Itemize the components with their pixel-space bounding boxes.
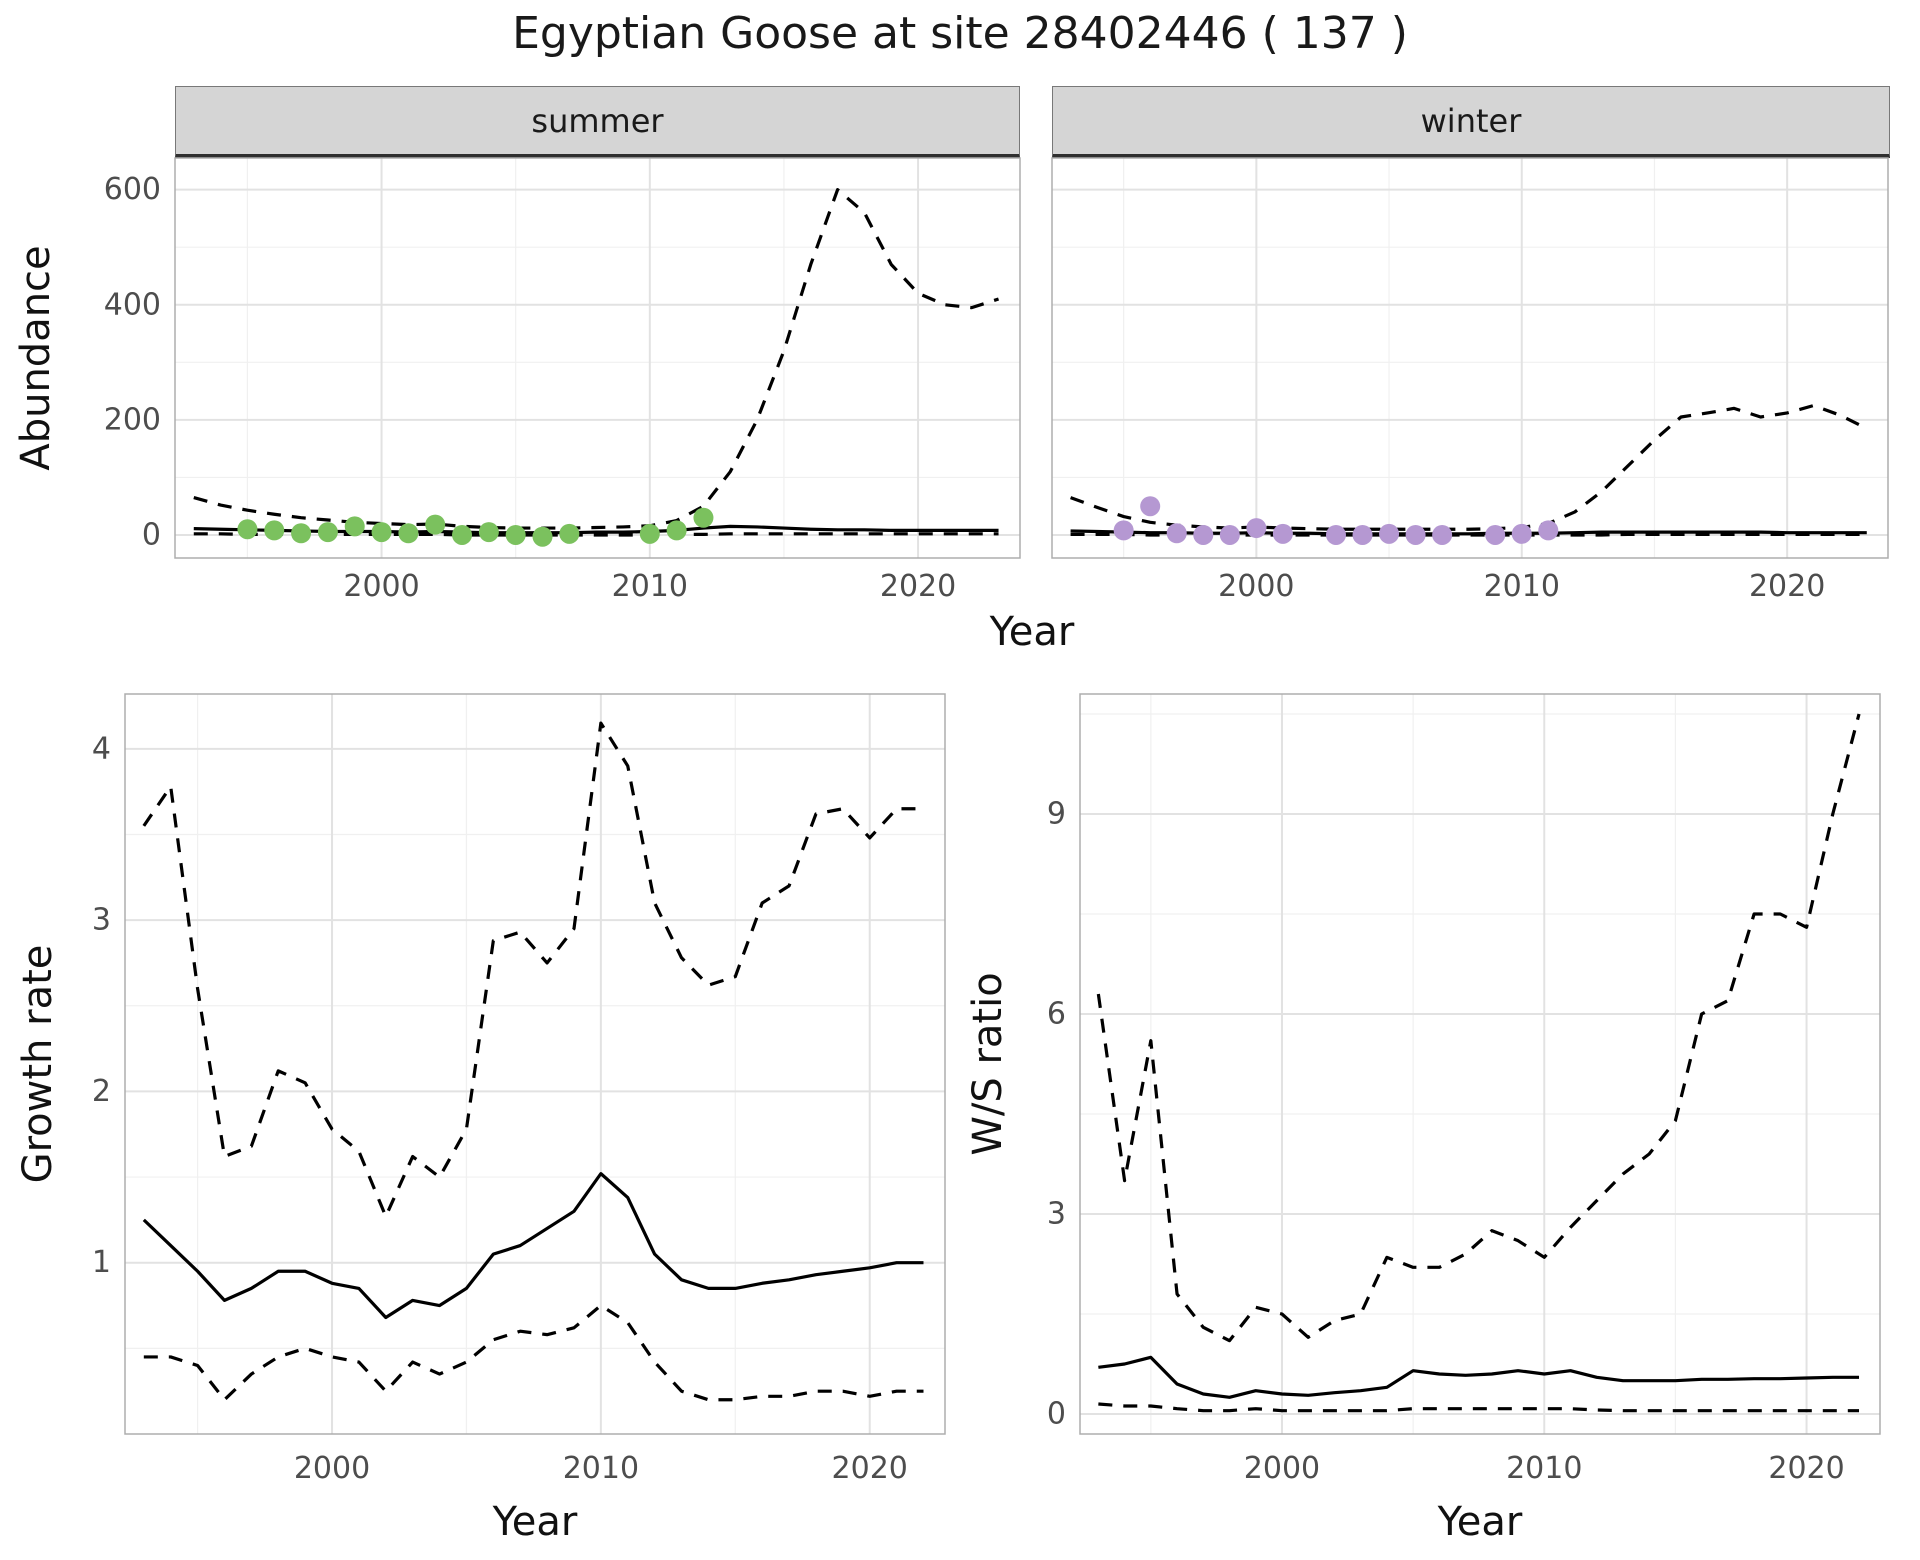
facet-label-winter: winter xyxy=(1420,101,1522,140)
svg-text:400: 400 xyxy=(104,287,161,322)
svg-text:0: 0 xyxy=(142,517,161,552)
svg-text:2000: 2000 xyxy=(294,1451,370,1486)
svg-text:2010: 2010 xyxy=(612,569,688,604)
chart-ws-ratio: 2000 2010 2020 0 3 6 9 xyxy=(1047,693,1881,1486)
svg-text:9: 9 xyxy=(1047,797,1066,832)
svg-text:2010: 2010 xyxy=(563,1451,639,1486)
facet-label-summer: summer xyxy=(531,101,664,140)
chart-growth-rate: 2000 2010 2020 1 2 3 4 xyxy=(92,693,946,1486)
svg-text:2020: 2020 xyxy=(832,1451,908,1486)
facet-strip-summer: summer xyxy=(175,86,1020,158)
svg-text:2020: 2020 xyxy=(880,569,956,604)
facet-strip-winter: winter xyxy=(1052,86,1890,158)
growth-rate-axis-title: Growth rate xyxy=(15,944,61,1184)
ws-ratio-axis-title: W/S ratio xyxy=(965,972,1011,1156)
chart-abundance-winter: 2000 2010 2020 xyxy=(1051,157,1889,604)
svg-text:2: 2 xyxy=(92,1074,111,1109)
svg-text:6: 6 xyxy=(1047,997,1066,1032)
svg-text:600: 600 xyxy=(104,172,161,207)
svg-text:4: 4 xyxy=(92,731,111,766)
plot-title: Egyptian Goose at site 28402446 ( 137 ) xyxy=(512,8,1408,59)
svg-text:3: 3 xyxy=(1047,1197,1066,1232)
svg-text:2010: 2010 xyxy=(1506,1451,1582,1486)
svg-text:2010: 2010 xyxy=(1484,569,1560,604)
svg-text:0: 0 xyxy=(1047,1397,1066,1432)
svg-text:2000: 2000 xyxy=(1218,569,1294,604)
svg-text:3: 3 xyxy=(92,903,111,938)
svg-text:2000: 2000 xyxy=(1244,1451,1320,1486)
svg-text:200: 200 xyxy=(104,402,161,437)
year-axis-title-bottom-left: Year xyxy=(492,1499,578,1545)
svg-text:2020: 2020 xyxy=(1768,1451,1844,1486)
abundance-axis-title: Abundance xyxy=(13,245,59,471)
svg-text:2020: 2020 xyxy=(1749,569,1825,604)
chart-abundance-summer: 2000 2010 2020 0 200 400 600 xyxy=(104,157,1021,604)
year-axis-title-bottom-right: Year xyxy=(1437,1499,1523,1545)
svg-text:1: 1 xyxy=(92,1245,111,1280)
year-axis-title-top: Year xyxy=(989,609,1075,655)
svg-text:2000: 2000 xyxy=(343,569,419,604)
